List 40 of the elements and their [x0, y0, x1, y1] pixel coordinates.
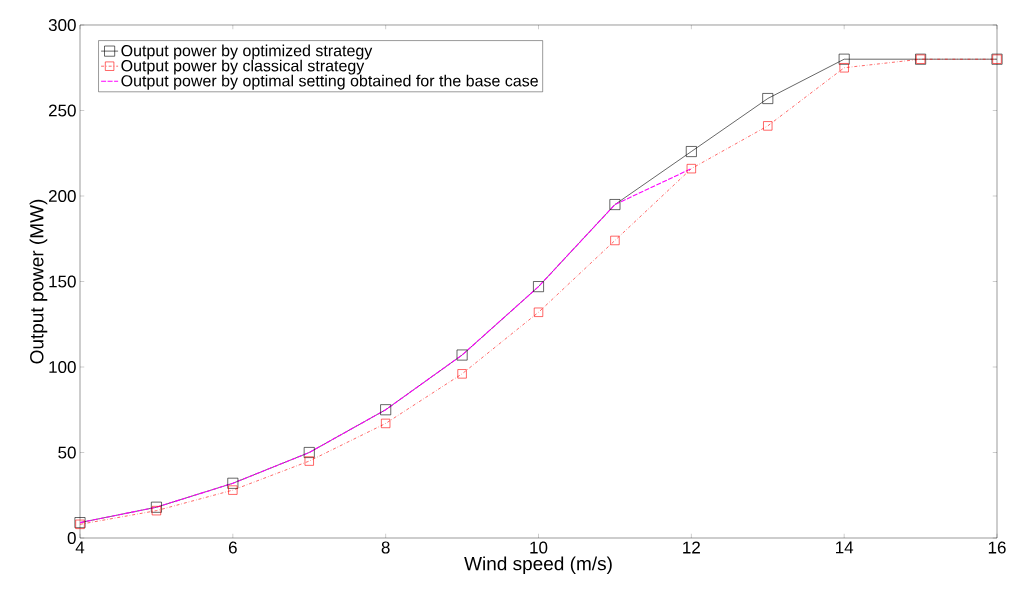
x-axis-title: Wind speed (m/s)	[464, 556, 612, 575]
point	[456, 349, 468, 361]
line-series	[80, 168, 692, 524]
legend-label: Output power by optimal setting obtained for the base case	[121, 74, 538, 90]
x-tick-label: 10	[530, 541, 548, 554]
point	[762, 93, 774, 104]
point	[609, 199, 621, 210]
point	[380, 404, 392, 416]
y-tick-label: 150	[49, 275, 76, 288]
x-tick-label: 14	[836, 541, 854, 554]
point	[533, 281, 544, 293]
y-axis-title: Output power (MW)	[29, 199, 48, 364]
legend-label: Output power by optimized strategy	[121, 44, 373, 60]
point	[533, 307, 544, 317]
y-tick-label: 200	[48, 189, 76, 203]
point	[457, 369, 467, 379]
x-tick-label: 6	[228, 541, 237, 554]
point	[228, 485, 238, 495]
y-tick-label: 300	[48, 18, 76, 32]
x-tick-label: 12	[683, 541, 700, 554]
x-tick-label: 16	[988, 541, 1006, 554]
point	[304, 456, 314, 466]
y-tick-label: 250	[48, 104, 76, 117]
y-tick-label: 0	[67, 531, 76, 545]
point	[685, 146, 697, 157]
point	[763, 121, 773, 131]
point	[151, 501, 162, 513]
point	[381, 418, 391, 429]
y-tick-label: 100	[49, 360, 76, 374]
point	[686, 164, 696, 174]
point	[303, 447, 315, 458]
point	[227, 477, 239, 489]
point	[151, 506, 162, 516]
x-tick-label: 4	[75, 541, 85, 554]
x-tick-label: 8	[381, 541, 390, 554]
point	[838, 53, 850, 65]
point	[610, 235, 620, 246]
legend-label: Output power by classical strategy	[121, 59, 365, 75]
point	[839, 63, 849, 73]
y-tick-label: 50	[58, 446, 76, 459]
